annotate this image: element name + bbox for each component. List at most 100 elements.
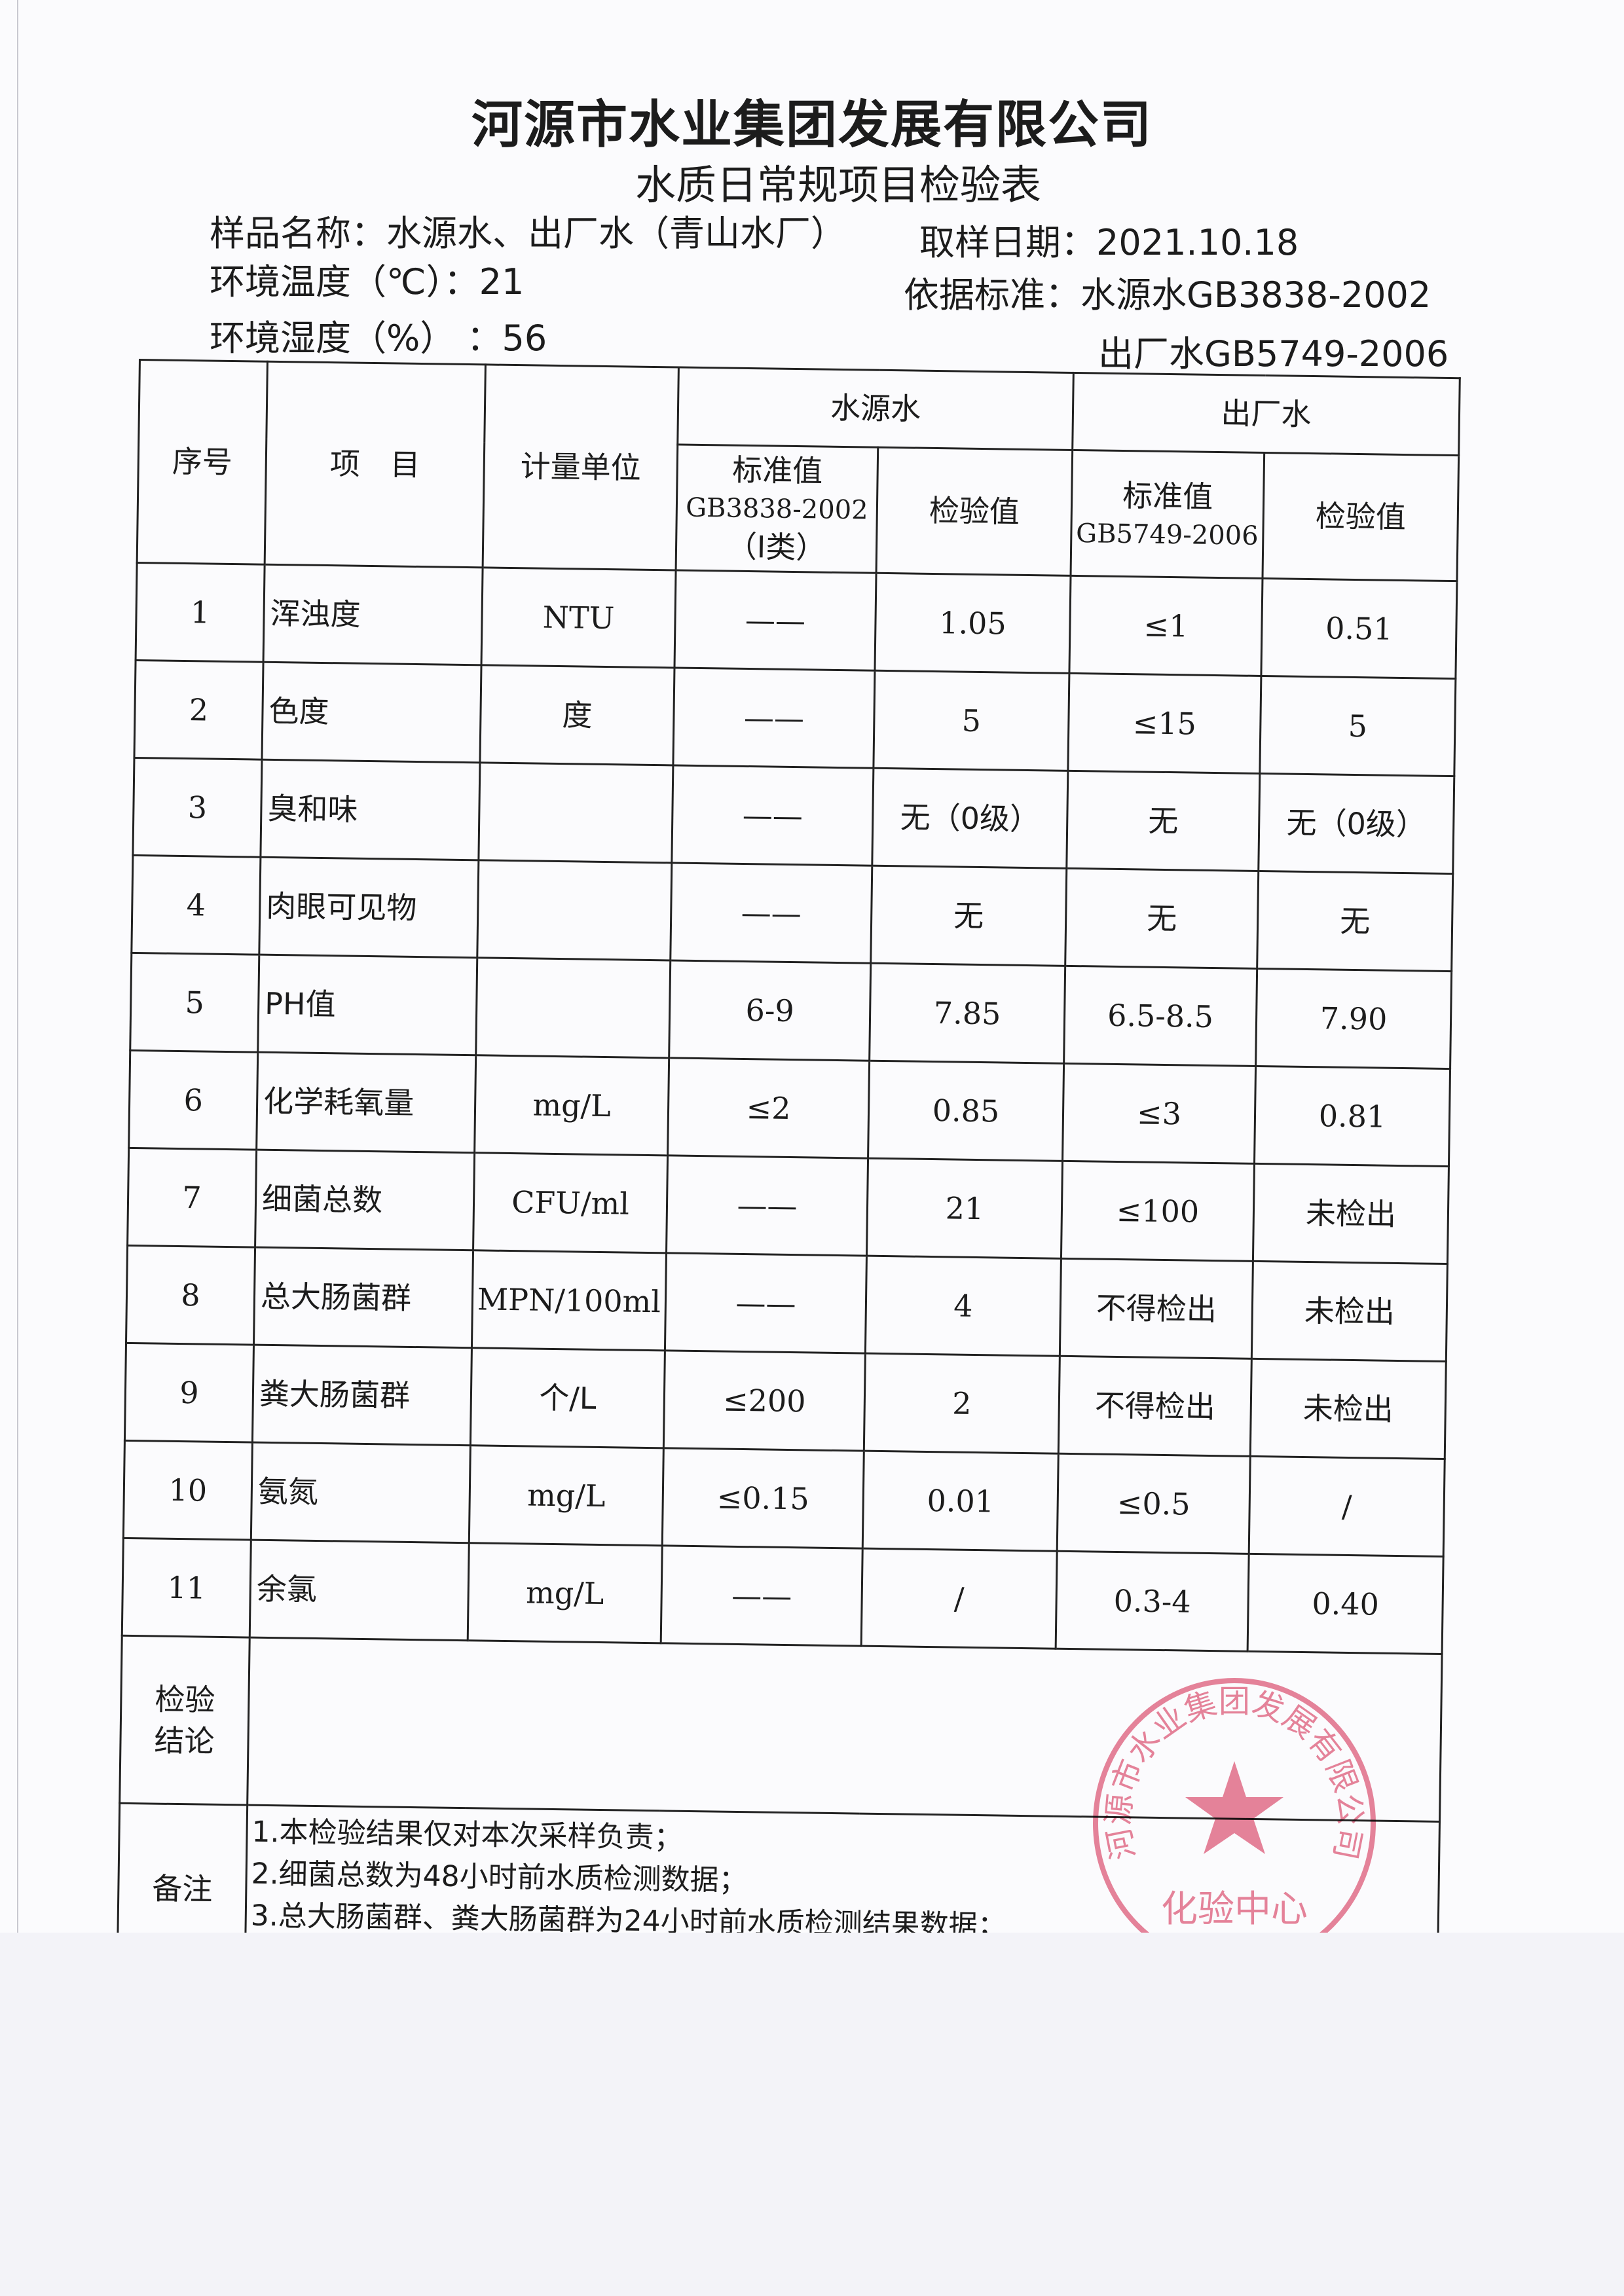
source-standard: —— bbox=[666, 1155, 868, 1256]
item-name: 化学耗氧量 bbox=[256, 1052, 476, 1153]
source-measured: / bbox=[861, 1548, 1058, 1649]
table-row: 11 余氯 mg/L ——/0.3-4 0.40 bbox=[122, 1538, 1444, 1654]
output-measured: 未检出 bbox=[1253, 1163, 1449, 1264]
output-standard: 无 bbox=[1065, 868, 1259, 969]
header-source-standard: 标准值 GB3838-2002 （Ⅰ类） bbox=[676, 445, 878, 574]
source-measured: 7.85 bbox=[869, 963, 1065, 1064]
unit: CFU/ml bbox=[473, 1152, 668, 1253]
header-output-standard: 标准值 GB5749-2006 bbox=[1071, 450, 1264, 579]
star-icon bbox=[1185, 1761, 1283, 1854]
unit: 度 bbox=[479, 665, 674, 765]
conclusion-label-line: 检验 bbox=[155, 1681, 215, 1719]
output-measured: 未检出 bbox=[1250, 1358, 1447, 1459]
source-measured: 2 bbox=[864, 1353, 1060, 1454]
output-measured: 0.40 bbox=[1247, 1554, 1444, 1654]
item-name: 余氯 bbox=[249, 1540, 470, 1641]
unit: mg/L bbox=[469, 1445, 664, 1546]
output-measured: 7.90 bbox=[1255, 968, 1452, 1069]
unit: mg/L bbox=[468, 1542, 663, 1643]
std-code: GB5749-2006 bbox=[1075, 518, 1259, 551]
row-no: 1 bbox=[136, 562, 265, 663]
source-measured: 1.05 bbox=[874, 573, 1071, 674]
table-row: 8 总大肠菌群 MPN/100ml —— 4 不得检出 未检出 bbox=[126, 1245, 1448, 1362]
form-title: 水质日常规项目检验表 bbox=[635, 161, 1041, 209]
table-row: 4 肉眼可见物 —— 无无无 bbox=[131, 855, 1453, 972]
page-edge bbox=[17, 0, 18, 1933]
row-no: 4 bbox=[131, 855, 261, 955]
unit: mg/L bbox=[474, 1055, 669, 1156]
output-measured: 0.51 bbox=[1261, 578, 1457, 679]
unit: MPN/100ml bbox=[471, 1250, 667, 1351]
source-measured: 4 bbox=[865, 1256, 1061, 1357]
header-item: 项 目 bbox=[265, 361, 486, 568]
item-name: 肉眼可见物 bbox=[259, 857, 479, 958]
source-standard: —— bbox=[673, 667, 875, 769]
output-standard: ≤3 bbox=[1062, 1063, 1256, 1164]
output-standard: ≤15 bbox=[1067, 673, 1261, 774]
output-standard: 不得检出 bbox=[1058, 1356, 1252, 1457]
source-measured: 无（0级） bbox=[872, 768, 1068, 869]
unit bbox=[477, 860, 672, 960]
output-measured: 无 bbox=[1257, 871, 1453, 972]
row-no: 10 bbox=[123, 1440, 253, 1540]
output-standard: 无 bbox=[1066, 771, 1260, 871]
unit bbox=[478, 762, 673, 863]
output-standard: ≤0.5 bbox=[1057, 1453, 1251, 1554]
output-measured: 5 bbox=[1259, 676, 1456, 776]
seal-center-text: 化验中心 bbox=[1161, 1888, 1308, 1931]
temperature: 环境温度（℃）：21 bbox=[210, 261, 525, 302]
standard-source: 依据标准：水源水GB3838-2002 bbox=[904, 274, 1431, 316]
table-row: 6 化学耗氧量 mg/L ≤2 0.85 ≤3 0.81 bbox=[128, 1050, 1450, 1167]
standard-output: 出厂水GB5749-2006 bbox=[1098, 333, 1449, 374]
row-no: 5 bbox=[130, 953, 259, 1053]
row-no: 8 bbox=[126, 1245, 255, 1345]
output-standard: 不得检出 bbox=[1060, 1258, 1253, 1359]
source-standard: ≤200 bbox=[663, 1350, 866, 1451]
output-standard: ≤100 bbox=[1061, 1161, 1255, 1262]
source-standard: ≤2 bbox=[667, 1057, 870, 1159]
source-standard: —— bbox=[661, 1545, 863, 1647]
header-source-measured: 检验值 bbox=[876, 447, 1073, 576]
output-standard: 6.5-8.5 bbox=[1063, 966, 1257, 1066]
source-measured: 21 bbox=[866, 1158, 1063, 1259]
row-no: 6 bbox=[128, 1050, 258, 1150]
std-label: 标准值 bbox=[1122, 478, 1213, 515]
sample-name: 样品名称：水源水、出厂水（青山水厂） bbox=[210, 213, 846, 254]
table-row: 1 浑浊度 NTU —— 1.05 ≤1 0.51 bbox=[136, 562, 1457, 679]
header-output-water: 出厂水 bbox=[1072, 373, 1460, 456]
table-row: 10 氨氮 mg/L ≤0.15 0.01 ≤0.5/ bbox=[123, 1440, 1445, 1557]
output-measured: 无（0级） bbox=[1258, 773, 1454, 874]
table-row: 5 PH值 6-9 7.85 6.5-8.5 7.90 bbox=[130, 953, 1452, 1069]
row-no: 11 bbox=[122, 1538, 251, 1638]
item-name: 色度 bbox=[261, 662, 482, 763]
source-standard: —— bbox=[674, 570, 877, 671]
company-seal: 河源市水业集团发展有限公司 化验中心 bbox=[1093, 1678, 1376, 1969]
sample-date: 取样日期：2021.10.18 bbox=[919, 222, 1299, 263]
row-no: 7 bbox=[127, 1148, 257, 1248]
unit bbox=[475, 957, 671, 1058]
output-standard: ≤1 bbox=[1069, 575, 1263, 676]
scan-blank-area bbox=[0, 1933, 1624, 2296]
source-measured: 5 bbox=[873, 670, 1069, 771]
item-name: 细菌总数 bbox=[255, 1150, 475, 1250]
table-row: 3 臭和味 —— 无（0级）无无（0级） bbox=[132, 757, 1454, 874]
company-title: 河源市水业集团发展有限公司 bbox=[471, 96, 1153, 155]
item-name: 粪大肠菌群 bbox=[252, 1345, 472, 1446]
output-measured: / bbox=[1249, 1456, 1445, 1557]
output-standard: 0.3-4 bbox=[1056, 1551, 1249, 1652]
source-measured: 无 bbox=[870, 866, 1067, 966]
table-row: 7 细菌总数 CFU/ml —— 21 ≤100 未检出 bbox=[127, 1148, 1449, 1264]
header-output-measured: 检验值 bbox=[1262, 452, 1459, 581]
source-measured: 0.01 bbox=[862, 1451, 1059, 1552]
conclusion-label-line: 结论 bbox=[154, 1722, 215, 1759]
row-no: 2 bbox=[134, 660, 264, 760]
source-standard: —— bbox=[670, 862, 872, 964]
output-measured: 未检出 bbox=[1251, 1261, 1448, 1362]
unit: NTU bbox=[481, 567, 676, 668]
item-name: 总大肠菌群 bbox=[253, 1247, 473, 1348]
output-measured: 0.81 bbox=[1254, 1066, 1450, 1167]
conclusion-label: 检验 结论 bbox=[119, 1635, 250, 1806]
unit: 个/L bbox=[470, 1347, 665, 1448]
row-no: 3 bbox=[132, 757, 262, 858]
source-standard: —— bbox=[671, 765, 874, 866]
